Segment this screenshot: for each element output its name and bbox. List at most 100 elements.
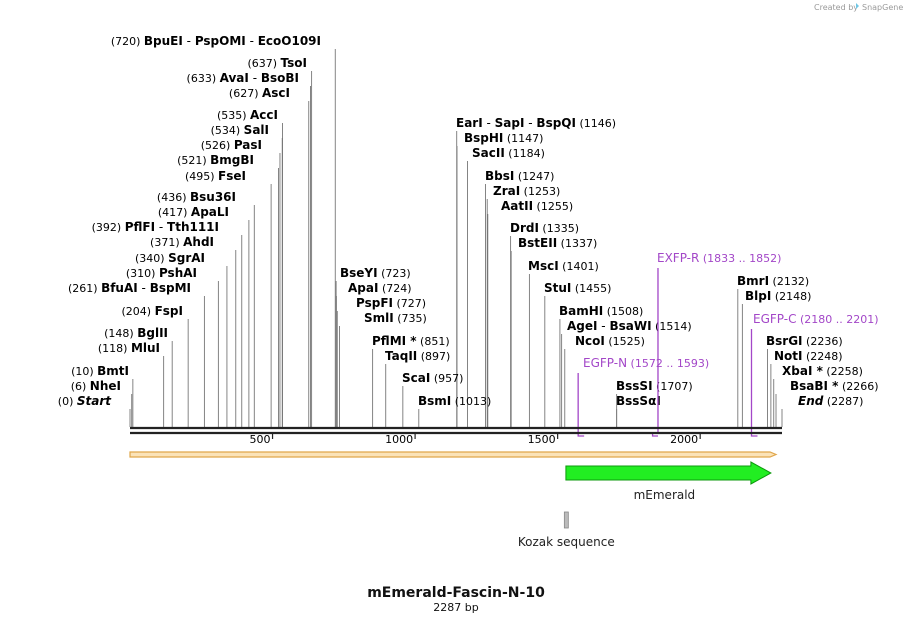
site-name-avai-bsobi: AvaI bbox=[220, 71, 249, 85]
site-pos-xbai: (2258) bbox=[823, 365, 863, 378]
site-label-bsss-i: BssSαI bbox=[616, 394, 661, 408]
site-pos-aatii: (1255) bbox=[533, 200, 573, 213]
credit-text: Created by bbox=[814, 3, 858, 12]
site-label-fspi: (204) FspI bbox=[122, 304, 183, 318]
site-pos-fspi: (204) bbox=[122, 305, 155, 318]
site-pos-bmti: (10) bbox=[71, 365, 97, 378]
site-label-bfuai-bspmi: (261) BfuAI - BspMI bbox=[68, 281, 191, 295]
site-name-noti: NotI bbox=[774, 349, 803, 363]
site-pos-bsteii: (1337) bbox=[557, 237, 597, 250]
site-name-agei-bsawi: AgeI bbox=[567, 319, 597, 333]
site-label-bsrgi: BsrGI (2236) bbox=[766, 334, 843, 348]
site-name-bmri: BmrI bbox=[737, 274, 769, 288]
site-pos-end: (2287) bbox=[823, 395, 863, 408]
map-length: 2287 bp bbox=[433, 601, 478, 614]
site-name-bsu36i: Bsu36I bbox=[190, 190, 236, 204]
site-label-noti: NotI (2248) bbox=[774, 349, 843, 363]
site-name-apali: ApaLI bbox=[191, 205, 229, 219]
site-name-bpuei-pspomi-ecoo109i: PspOMI bbox=[195, 34, 246, 48]
site-pos-pasi: (526) bbox=[201, 139, 234, 152]
snapgene-logo-text: SnapGene bbox=[862, 3, 903, 12]
site-name-nhei: NheI bbox=[90, 379, 121, 393]
site-pos-tsoi: (637) bbox=[247, 57, 280, 70]
site-name-zrai: ZraI bbox=[493, 184, 520, 198]
site-label-start: (0) Start bbox=[58, 394, 112, 408]
site-pos-bmri: (2132) bbox=[769, 275, 809, 288]
site-label-bmri: BmrI (2132) bbox=[737, 274, 809, 288]
site-name-sacii: SacII bbox=[472, 146, 505, 160]
site-pos-ahdi: (371) bbox=[150, 236, 183, 249]
site-pos-bsmi: (1013) bbox=[451, 395, 491, 408]
site-pos-sgrai: (340) bbox=[135, 252, 168, 265]
site-name-bfuai-bspmi: BfuAI bbox=[101, 281, 138, 295]
site-pos-avai-bsobi: (633) bbox=[187, 72, 220, 85]
site-label-apai: ApaI (724) bbox=[348, 281, 412, 295]
site-name-pspfi: PspFI bbox=[356, 296, 393, 310]
site-pos-sali: (534) bbox=[211, 124, 244, 137]
site-pos-apai: (724) bbox=[378, 282, 411, 295]
site-pos-bsu36i: (436) bbox=[157, 191, 190, 204]
site-name-aatii: AatII bbox=[501, 199, 533, 213]
site-pos-agei-bsawi: (1514) bbox=[652, 320, 692, 333]
site-pos-sacii: (1184) bbox=[505, 147, 545, 160]
feature-label-memerald: mEmerald bbox=[634, 488, 696, 502]
site-label-acci: (535) AccI bbox=[217, 108, 278, 122]
primer-label-egfp-n: EGFP-N (1572 .. 1593) bbox=[583, 356, 709, 370]
site-name-pshai: PshAI bbox=[159, 266, 197, 280]
site-pos-drdi: (1335) bbox=[539, 222, 579, 235]
site-label-pspfi: PspFI (727) bbox=[356, 296, 426, 310]
site-label-bsteii: BstEII (1337) bbox=[518, 236, 597, 250]
site-label-pasi: (526) PasI bbox=[201, 138, 262, 152]
site-pos-pshai: (310) bbox=[126, 267, 159, 280]
site-pos-mlui: (118) bbox=[98, 342, 131, 355]
site-name-msci: MscI bbox=[528, 259, 559, 273]
site-label-smli: SmlI (735) bbox=[364, 311, 427, 325]
site-label-pflmi: PflMI * (851) bbox=[372, 334, 450, 348]
site-pos-bmgbi: (521) bbox=[177, 154, 210, 167]
site-label-avai-bsobi: (633) AvaI - BsoBI bbox=[187, 71, 299, 85]
site-name-bsphi: BspHI bbox=[464, 131, 503, 145]
features: mEmerald Kozak sequence bbox=[518, 461, 772, 549]
site-pos-bsrgi: (2236) bbox=[803, 335, 843, 348]
primer-range-exfp-r: (1833 .. 1852) bbox=[699, 252, 781, 265]
site-pos-bfuai-bspmi: (261) bbox=[68, 282, 101, 295]
site-label-sgrai: (340) SgrAI bbox=[135, 251, 205, 265]
site-name-bsabi: BsaBI * bbox=[790, 379, 839, 393]
site-label-bseyi: BseYI (723) bbox=[340, 266, 411, 280]
site-name-sgrai: SgrAI bbox=[168, 251, 205, 265]
site-name-agei-bsawi: BsaWI bbox=[609, 319, 651, 333]
site-label-bmgbi: (521) BmgBI bbox=[177, 153, 254, 167]
site-label-bsabi: BsaBI * (2266) bbox=[790, 379, 879, 393]
site-name-bpuei-pspomi-ecoo109i: BpuEI bbox=[144, 34, 183, 48]
site-name-bsrgi: BsrGI bbox=[766, 334, 803, 348]
site-name-fspi: FspI bbox=[155, 304, 183, 318]
site-label-aatii: AatII (1255) bbox=[501, 199, 573, 213]
primer-range-egfp-n: (1572 .. 1593) bbox=[627, 357, 709, 370]
site-pos-pspfi: (727) bbox=[393, 297, 426, 310]
tick-label-1500: 1500 bbox=[528, 433, 556, 446]
feature-kozak-sequence bbox=[563, 511, 569, 529]
site-name-bbsi: BbsI bbox=[485, 169, 514, 183]
site-name-stui: StuI bbox=[544, 281, 571, 295]
site-name-pflfi-tth111i: PflFI bbox=[125, 220, 155, 234]
site-name-pflfi-tth111i: Tth111I bbox=[167, 220, 219, 234]
site-pos-bseyi: (723) bbox=[378, 267, 411, 280]
site-label-mlui: (118) MluI bbox=[98, 341, 160, 355]
site-name-bamhi: BamHI bbox=[559, 304, 603, 318]
site-pos-bsssi: (1707) bbox=[653, 380, 693, 393]
site-label-sacii: SacII (1184) bbox=[472, 146, 545, 160]
cut-site-labels: (0) Start(6) NheI(10) BmtI (118) MluI(148… bbox=[58, 34, 879, 408]
map-title: mEmerald-Fascin-N-10 bbox=[367, 585, 545, 601]
ruler: 500 1000 1500 2000 bbox=[250, 433, 701, 446]
site-label-blpi: BlpI (2148) bbox=[745, 289, 811, 303]
site-name-pflmi: PflMI * bbox=[372, 334, 417, 348]
site-pos-bsphi: (1147) bbox=[503, 132, 543, 145]
orf-bar bbox=[129, 451, 778, 458]
primer-range-egfp-c: (2180 .. 2201) bbox=[796, 313, 878, 326]
site-name-blpi: BlpI bbox=[745, 289, 771, 303]
site-name-eari-sapi-bspqi: BspQI bbox=[536, 116, 576, 130]
site-name-bsssi: BssSI bbox=[616, 379, 653, 393]
site-pos-bpuei-pspomi-ecoo109i: (720) bbox=[111, 35, 144, 48]
site-pos-msci: (1401) bbox=[559, 260, 599, 273]
site-name-eari-sapi-bspqi: SapI bbox=[495, 116, 525, 130]
